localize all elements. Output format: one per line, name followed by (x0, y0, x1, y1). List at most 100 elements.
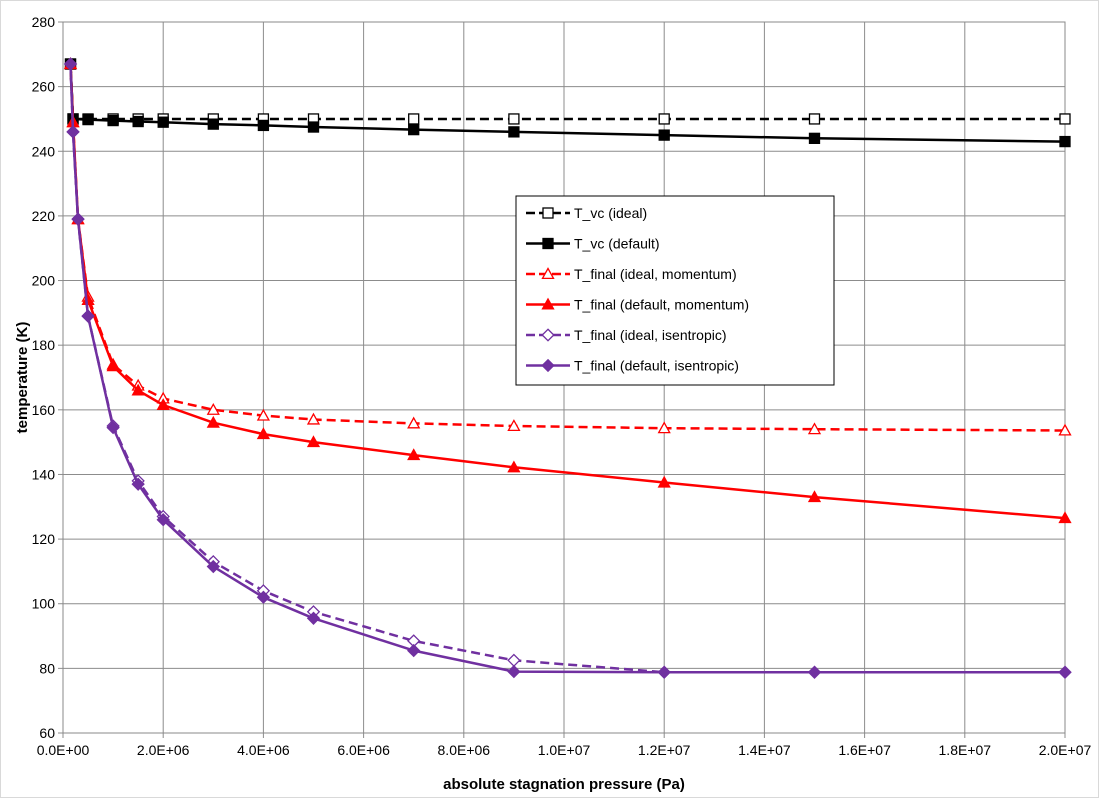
data-point (657, 665, 671, 679)
data-point (658, 129, 670, 141)
y-tick-label: 120 (32, 531, 56, 547)
data-point (107, 114, 119, 127)
legend-marker (541, 267, 555, 280)
data-point (1059, 113, 1071, 125)
data-point (407, 416, 421, 429)
data-point (66, 125, 80, 139)
y-tick-label: 160 (32, 402, 56, 418)
x-tick-label: 1.2E+07 (638, 742, 691, 758)
data-point (156, 398, 170, 411)
x-tick-label: 6.0E+06 (337, 742, 390, 758)
data-point (256, 590, 271, 604)
data-point (508, 113, 520, 125)
series-5 (63, 57, 1072, 679)
x-tick-label: 8.0E+06 (438, 742, 491, 758)
data-point (206, 559, 220, 574)
x-tick-label: 2.0E+07 (1039, 742, 1092, 758)
data-point (507, 460, 521, 473)
legend: T_vc (ideal) T_vc (default) T_final (ideal… (515, 195, 835, 386)
y-tick-label: 200 (32, 273, 56, 289)
series-group (63, 57, 1072, 679)
data-point (807, 490, 822, 503)
legend-marker (541, 358, 555, 373)
x-tick-label: 1.8E+07 (939, 742, 992, 758)
data-point (131, 383, 145, 396)
legend-item: T_final (default, isentropic) (526, 358, 739, 374)
data-point (1058, 511, 1072, 524)
data-point (507, 419, 521, 432)
x-tick-label: 4.0E+06 (237, 742, 290, 758)
y-axis-title: temperature (K) (14, 322, 31, 434)
tick-labels: 0.0E+00 2.0E+06 4.0E+06 6.0E+06 8.0E+06 1.0E+… (32, 14, 1092, 758)
legend-label: T_final (default, isentropic) (574, 358, 739, 374)
legend-label: T_final (ideal, isentropic) (574, 327, 727, 343)
y-tick-label: 240 (32, 143, 56, 159)
legend-marker (542, 237, 554, 250)
y-tick-label: 100 (32, 596, 56, 612)
legend-label: T_vc (default) (574, 236, 660, 252)
legend-item: T_final (ideal, isentropic) (526, 327, 727, 343)
legend-box (515, 195, 835, 386)
legend-item: T_vc (ideal) (526, 205, 647, 221)
legend-item: T_final (ideal, momentum) (526, 266, 737, 282)
data-point (508, 126, 520, 138)
data-point (71, 212, 85, 226)
data-point (1058, 423, 1072, 436)
data-point (657, 475, 671, 488)
y-tick-label: 220 (32, 208, 56, 224)
data-point (106, 420, 120, 435)
x-tick-label: 1.6E+07 (838, 742, 891, 758)
x-axis-title: absolute stagnation pressure (Pa) (443, 776, 685, 793)
y-tick-label: 60 (39, 725, 55, 741)
legend-label: T_final (ideal, momentum) (574, 266, 737, 282)
data-point (256, 427, 271, 440)
y-tick-label: 280 (32, 14, 56, 30)
x-tick-label: 2.0E+06 (137, 742, 190, 758)
data-point (306, 611, 321, 625)
x-tick-label: 0.0E+00 (37, 742, 90, 758)
data-point (306, 412, 321, 425)
y-tick-label: 260 (32, 79, 56, 95)
data-point (306, 435, 321, 448)
data-point (307, 121, 320, 133)
y-tick-label: 140 (32, 466, 56, 482)
data-point (808, 113, 821, 125)
y-tick-label: 80 (39, 660, 55, 676)
data-point (132, 115, 144, 128)
data-point (507, 664, 521, 679)
plot-area (62, 21, 1066, 734)
data-point (63, 57, 78, 71)
data-point (206, 415, 220, 428)
legend-item: T_final (default, momentum) (526, 297, 749, 313)
data-point (1059, 135, 1071, 148)
data-point (408, 113, 420, 125)
legend-marker (542, 207, 554, 219)
data-point (807, 665, 822, 679)
legend-label: T_final (default, momentum) (574, 297, 749, 313)
legend-marker (541, 297, 555, 310)
data-point (82, 113, 94, 126)
data-point (81, 309, 95, 323)
x-tick-label: 1.0E+07 (538, 742, 591, 758)
data-point (256, 408, 271, 421)
legend-item: T_vc (default) (526, 236, 660, 252)
data-point (131, 477, 145, 491)
data-point (156, 513, 170, 527)
data-point (1058, 665, 1072, 679)
data-point (106, 359, 120, 372)
data-point (157, 116, 169, 128)
data-point (257, 119, 270, 132)
data-point (407, 448, 421, 461)
x-tick-label: 1.4E+07 (738, 742, 791, 758)
data-point (207, 118, 219, 130)
legend-label: T_vc (ideal) (574, 205, 647, 221)
legend-marker (541, 328, 555, 342)
data-point (407, 643, 421, 658)
data-point (658, 113, 670, 125)
y-tick-label: 180 (32, 337, 56, 353)
series-line (69, 63, 1066, 432)
data-point (808, 132, 821, 144)
data-point (657, 421, 671, 434)
